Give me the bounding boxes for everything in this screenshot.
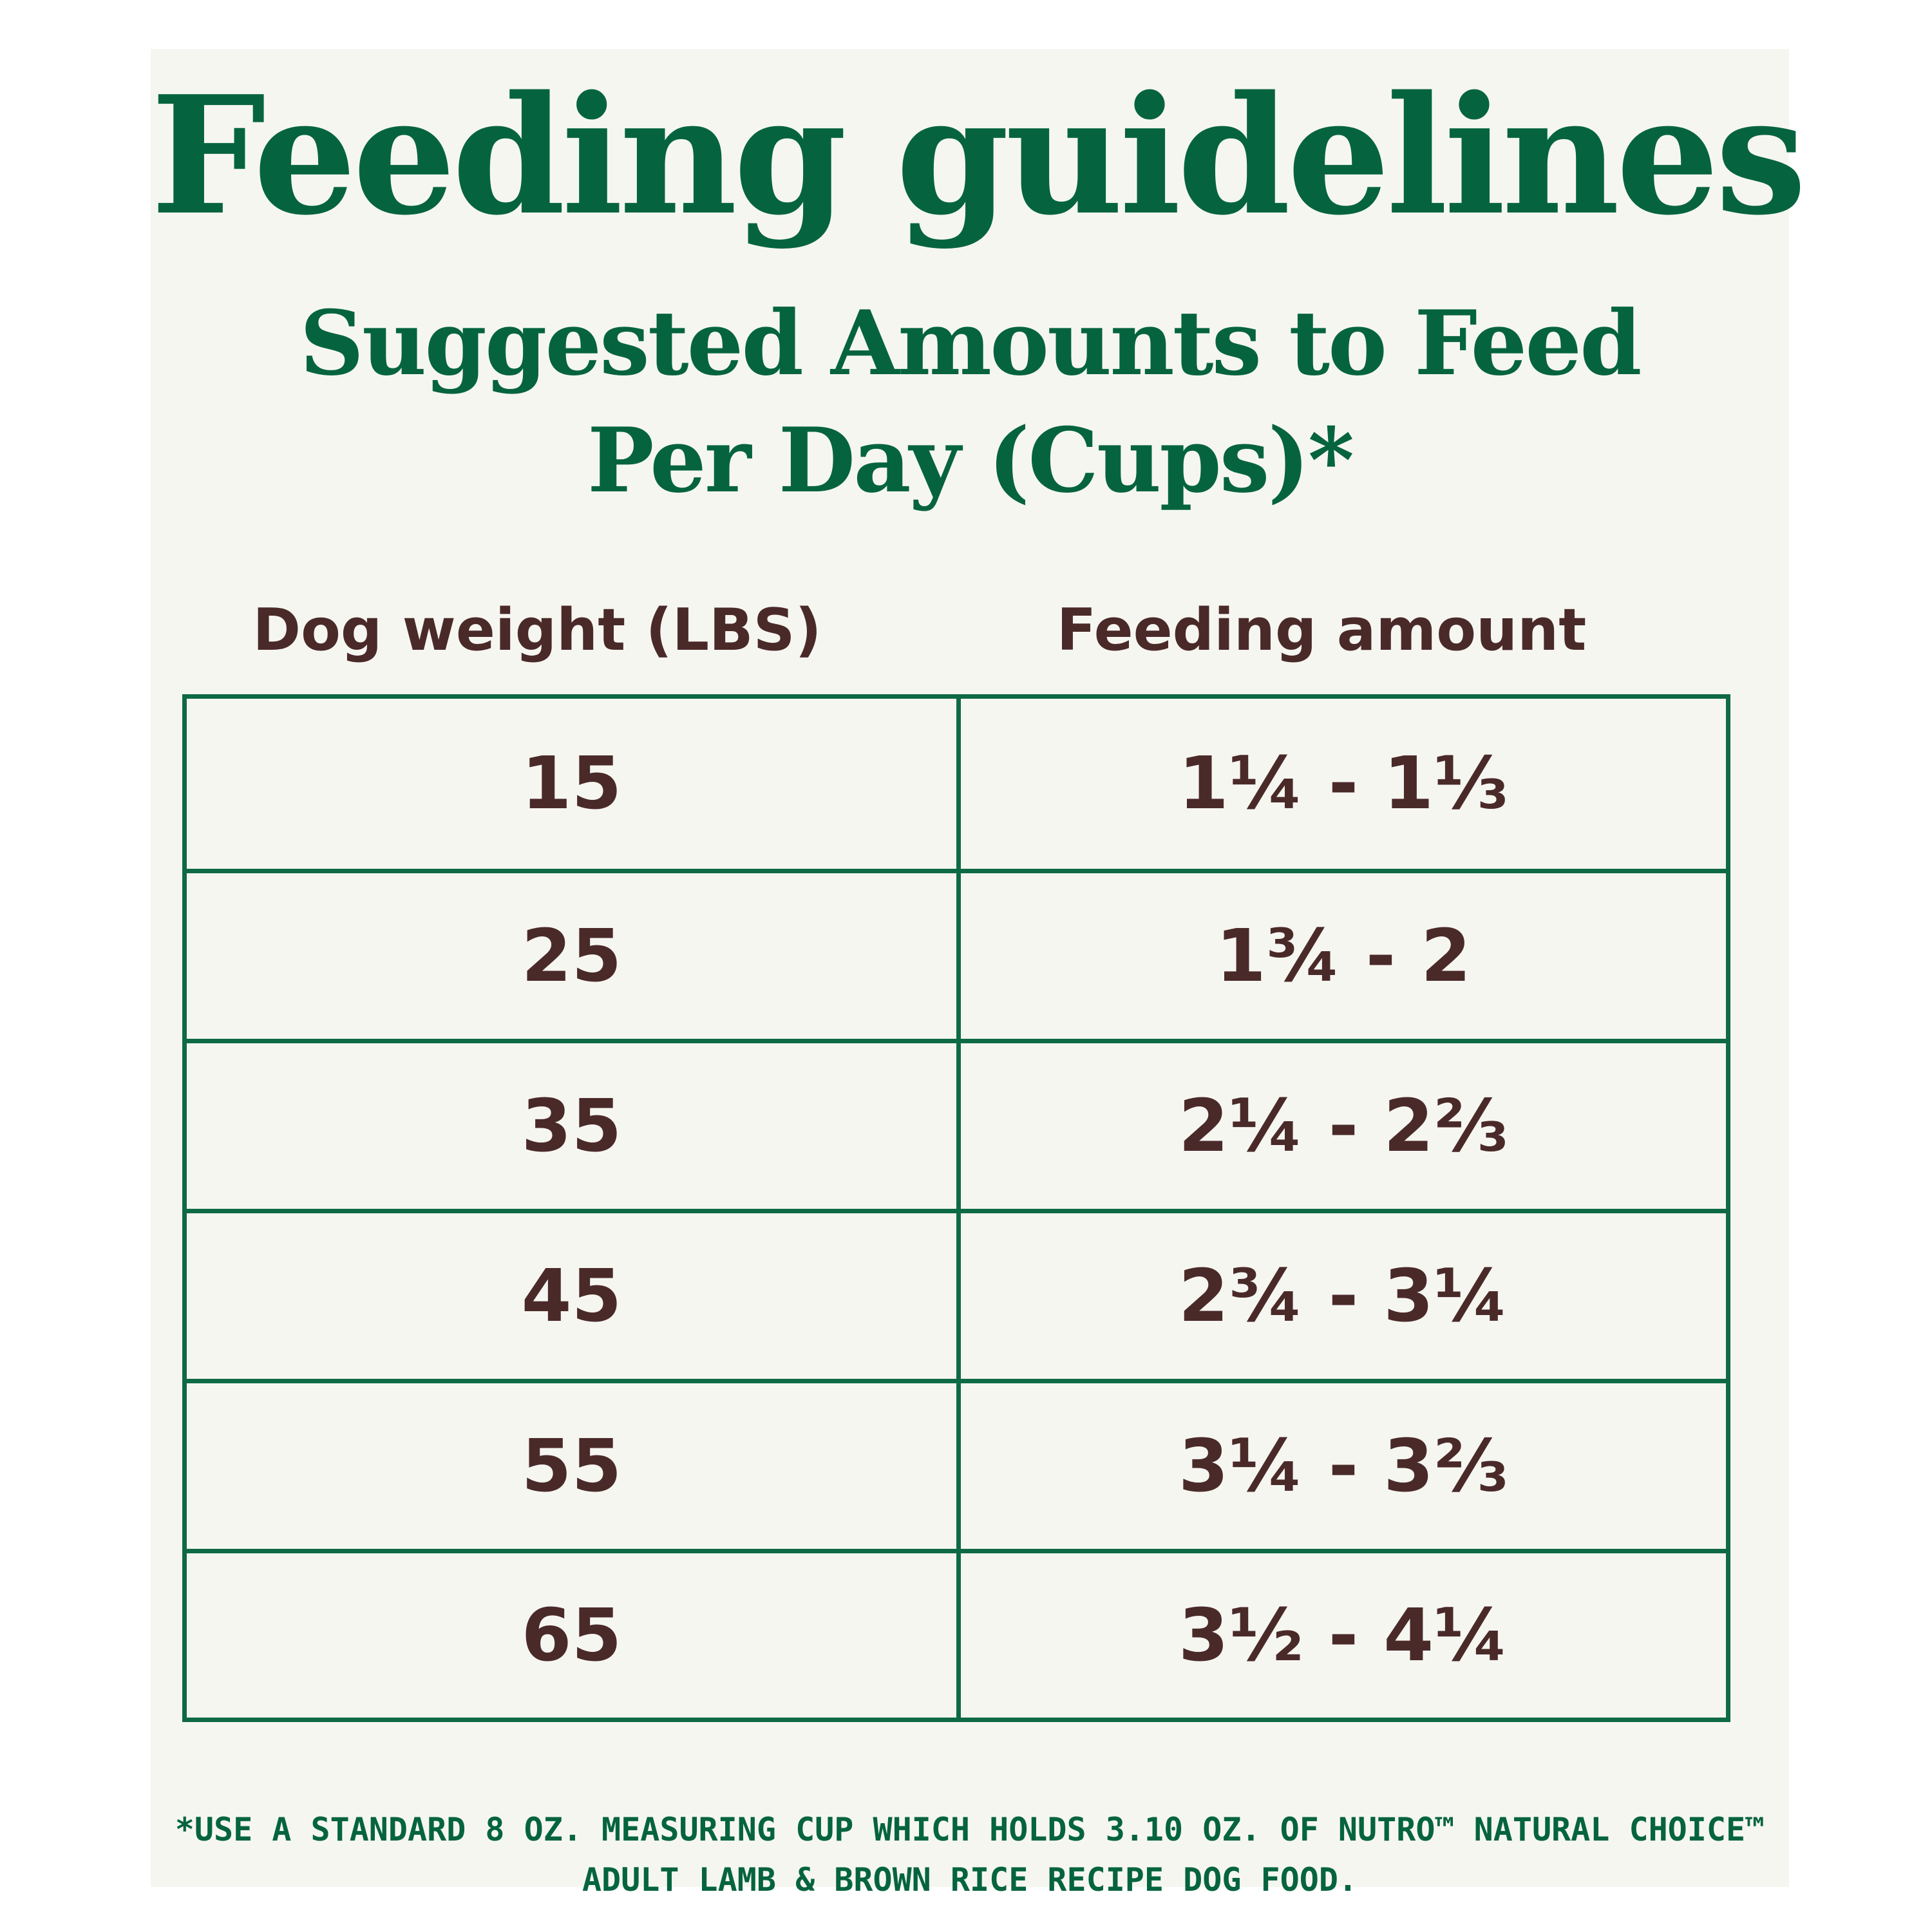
column-divider (956, 1213, 961, 1379)
amount-cell: 1¾ - 2 (1215, 914, 1472, 998)
table-row: 65 3½ - 4¼ (187, 1549, 1726, 1718)
amount-cell: 3½ - 4¼ (1178, 1593, 1509, 1678)
column-divider (956, 873, 961, 1039)
footnote-line-2: ADULT LAMB & BROWN RICE RECIPE DOG FOOD. (582, 1861, 1358, 1899)
subtitle-line-2: Per Day (Cups)* (587, 408, 1354, 513)
table-row: 55 3¼ - 3⅔ (187, 1379, 1726, 1549)
weight-cell: 35 (521, 1084, 622, 1168)
table-row: 35 2¼ - 2⅔ (187, 1039, 1726, 1209)
column-divider (956, 1383, 961, 1549)
subtitle-line-1: Suggested Amounts to Feed (299, 290, 1642, 395)
feeding-table: 15 1¼ - 1⅓ 25 1¾ - 2 35 2¼ - 2⅔ 45 2¾ - … (182, 694, 1730, 1722)
column-header-dog-weight: Dog weight (LBS) (252, 596, 822, 664)
amount-cell: 3¼ - 3⅔ (1178, 1424, 1509, 1508)
table-row: 15 1¼ - 1⅓ (187, 699, 1726, 869)
weight-cell: 15 (521, 742, 622, 826)
weight-cell: 55 (521, 1424, 622, 1508)
footnote-line-1: *USE A STANDARD 8 OZ. MEASURING CUP WHIC… (175, 1811, 1765, 1848)
column-header-feeding-amount: Feeding amount (1056, 596, 1587, 664)
table-row: 25 1¾ - 2 (187, 869, 1726, 1039)
column-divider (956, 1043, 961, 1209)
amount-cell: 2¼ - 2⅔ (1178, 1084, 1509, 1168)
weight-cell: 45 (521, 1254, 622, 1338)
weight-cell: 25 (521, 914, 622, 998)
table-row: 45 2¾ - 3¼ (187, 1209, 1726, 1379)
page-title: Feeding guidelines (151, 61, 1806, 251)
amount-cell: 1¼ - 1⅓ (1178, 742, 1509, 826)
weight-cell: 65 (521, 1593, 622, 1678)
column-divider (956, 699, 961, 869)
amount-cell: 2¾ - 3¼ (1178, 1254, 1509, 1338)
column-divider (956, 1553, 961, 1718)
feeding-guidelines-panel: Feeding guidelines Suggested Amounts to … (151, 49, 1806, 1896)
